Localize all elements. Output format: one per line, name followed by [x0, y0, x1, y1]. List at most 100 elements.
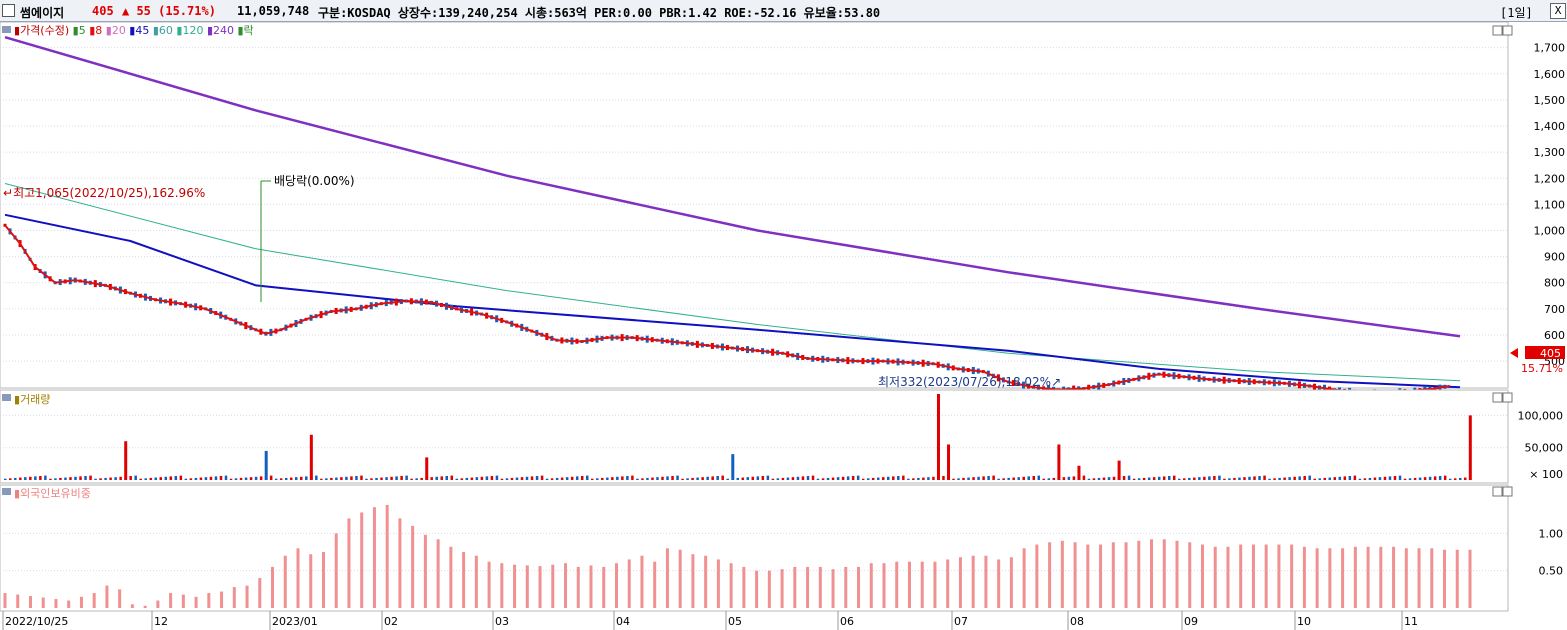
volume-bar: [1343, 476, 1347, 480]
panel-menu-icon[interactable]: [2, 26, 11, 33]
volume-bar: [154, 477, 158, 480]
volume-bar: [410, 478, 413, 480]
foreign-menu-icon[interactable]: [2, 488, 11, 495]
date-tick-label: 10: [1297, 615, 1311, 628]
foreign-bar: [704, 555, 708, 608]
foreign-bar: [831, 569, 835, 608]
date-tick-label: 07: [954, 615, 968, 628]
volume-bar: [1032, 475, 1036, 480]
close-button[interactable]: X: [1550, 3, 1566, 19]
foreign-bar: [729, 563, 733, 608]
volume-bar: [1193, 477, 1196, 480]
volume-bar: [194, 477, 198, 480]
price-series: [3, 36, 1461, 397]
foreign-bar: [1124, 542, 1128, 608]
volume-bar: [972, 477, 975, 480]
foreign-bar: [513, 564, 517, 608]
volume-bar: [370, 478, 373, 480]
volume-bar: [1428, 476, 1432, 480]
stock-name[interactable]: 썸에이지: [20, 6, 65, 20]
volume-bar: [174, 475, 178, 480]
volume-bar: [691, 477, 694, 480]
foreign-bar: [1366, 546, 1370, 608]
volume-bar: [776, 478, 780, 480]
volume-panel: 100,000 50,000 × 100 ▮거래량: [0, 389, 1563, 484]
volume-bar: [621, 476, 624, 480]
current-price-marker-icon: [1510, 348, 1518, 358]
foreign-bar: [1175, 540, 1179, 608]
ex-dividend-annotation: 배당락(0.00%): [274, 174, 355, 188]
panel-maximize-icon[interactable]: [1502, 25, 1513, 36]
volume-bar: [1052, 477, 1056, 480]
foreign-maximize-icon[interactable]: [1502, 486, 1513, 497]
foreign-bar: [1290, 544, 1294, 608]
volume-bar: [315, 475, 318, 480]
volume-bar: [786, 477, 790, 480]
volume-peak-bar: [1057, 444, 1061, 480]
volume-bar: [1102, 477, 1106, 480]
foreign-bar: [1455, 549, 1459, 608]
volume-bar: [942, 475, 945, 480]
volume-bar: [1253, 476, 1256, 480]
volume-bar: [1228, 478, 1231, 480]
volume-bar: [289, 477, 293, 480]
volume-peak-bar: [936, 394, 940, 480]
volume-bar: [189, 478, 193, 480]
volume-bar: [1203, 476, 1206, 480]
foreign-bar: [882, 563, 886, 608]
volume-bar: [646, 477, 649, 480]
volume-bar: [1198, 477, 1201, 480]
volume-bar: [360, 475, 363, 480]
low-annotation: 최저332(2023/07/26),18.02%↗: [878, 375, 1061, 389]
price-change: ▲ 55 (15.71%): [122, 4, 216, 18]
volume-menu-icon[interactable]: [2, 394, 11, 401]
period-selector[interactable]: [1일]: [1500, 6, 1533, 20]
volume-maximize-icon[interactable]: [1502, 392, 1513, 403]
volume-bar: [1142, 477, 1146, 480]
foreign-bar: [907, 561, 911, 608]
foreign-bar: [857, 566, 861, 608]
foreign-bar: [423, 534, 427, 608]
foreign-panel: 1.00 0.50 ▮외국인보유비중: [0, 484, 1563, 612]
volume-bar: [500, 478, 504, 480]
volume-bar: [1137, 478, 1141, 480]
volume-bar: [274, 478, 278, 480]
volume-bar: [550, 478, 554, 480]
volume-bar: [1062, 477, 1066, 480]
foreign-bar: [844, 566, 848, 608]
volume-bar: [1268, 478, 1271, 480]
volume-bar: [1368, 477, 1372, 480]
foreign-bar: [92, 593, 96, 608]
foreign-bar: [1009, 557, 1013, 608]
volume-bar: [214, 476, 218, 480]
foreign-bar: [462, 552, 466, 608]
panel-minimize-icon[interactable]: [1492, 25, 1503, 36]
foreign-bar: [640, 555, 644, 608]
volume-bar: [375, 477, 378, 480]
volume-bar: [89, 475, 92, 480]
foreign-bar: [946, 559, 950, 608]
volume-bar: [746, 477, 750, 480]
volume-bar: [932, 476, 935, 480]
price-tick-label: 1,400: [1534, 120, 1566, 133]
volume-bar: [631, 475, 634, 480]
volume-bar: [14, 477, 17, 480]
volume-peak-bar: [1468, 415, 1472, 480]
volume-bar: [1047, 478, 1051, 480]
volume-bar: [385, 477, 388, 480]
volume-bar: [816, 478, 820, 480]
volume-bar: [390, 476, 393, 480]
volume-bar: [876, 477, 880, 480]
price-tick-label: 1,200: [1534, 172, 1566, 185]
volume-bar: [1378, 477, 1382, 480]
select-checkbox[interactable]: [2, 4, 15, 17]
volume-bar: [179, 475, 183, 480]
volume-bar: [4, 478, 7, 480]
volume-bar: [219, 475, 223, 480]
foreign-minimize-icon[interactable]: [1492, 486, 1503, 497]
volume-minimize-icon[interactable]: [1492, 392, 1503, 403]
volume-bar: [570, 476, 574, 480]
foreign-bar: [806, 566, 810, 608]
volume-bar: [1183, 478, 1186, 480]
foreign-bar: [1417, 548, 1421, 608]
